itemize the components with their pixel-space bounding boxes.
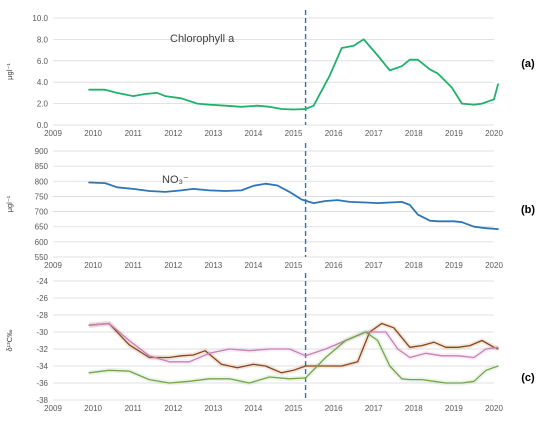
- series-line: [88, 38, 499, 111]
- x-tick-label: 2019: [445, 129, 463, 138]
- x-tick-label: 2010: [84, 261, 102, 270]
- y-tick-label: 600: [35, 238, 49, 247]
- x-tick-label: 2017: [365, 261, 383, 270]
- x-tick-label: 2010: [84, 404, 102, 413]
- x-tick-label: 2016: [325, 404, 343, 413]
- series-line: [88, 181, 499, 231]
- x-tick-label: 2014: [245, 261, 263, 270]
- x-tick-label: 2011: [125, 261, 143, 270]
- y-axis-label: μgl⁻¹: [5, 63, 14, 80]
- y-axis-label: δ¹³C‰: [5, 329, 14, 352]
- y-tick-label: 6.0: [37, 57, 49, 66]
- x-tick-label: 2018: [405, 261, 423, 270]
- y-tick-label: -32: [36, 345, 48, 354]
- y-tick-label: -30: [36, 328, 48, 337]
- series-line: [88, 331, 499, 384]
- x-tick-label: 2017: [365, 129, 383, 138]
- x-tick-label: 2013: [204, 404, 222, 413]
- chart-annotation: NO₃⁻: [162, 174, 189, 186]
- x-tick-label: 2012: [164, 261, 182, 270]
- y-tick-label: 750: [35, 192, 49, 201]
- x-tick-label: 2020: [485, 261, 503, 270]
- x-tick-label: 2015: [285, 129, 303, 138]
- x-tick-label: 2018: [405, 129, 423, 138]
- y-tick-label: 650: [35, 223, 49, 232]
- x-tick-label: 2011: [125, 404, 143, 413]
- panel-label: (b): [521, 204, 535, 216]
- x-tick-label: 2012: [164, 404, 182, 413]
- y-tick-label: -28: [36, 311, 48, 320]
- x-tick-label: 2020: [485, 129, 503, 138]
- x-tick-label: 2015: [285, 404, 303, 413]
- y-tick-label: 550: [35, 253, 49, 262]
- x-tick-label: 2013: [204, 129, 222, 138]
- chart-annotation: Chlorophyll a: [170, 33, 235, 45]
- x-tick-label: 2018: [405, 404, 423, 413]
- y-tick-label: 900: [35, 147, 49, 156]
- y-tick-label: 850: [35, 162, 49, 171]
- x-tick-label: 2014: [245, 404, 263, 413]
- x-tick-label: 2009: [44, 404, 62, 413]
- panel-label: (a): [521, 58, 535, 70]
- series-line: [88, 322, 499, 374]
- y-tick-label: 10.0: [32, 14, 48, 23]
- y-tick-label: -38: [36, 396, 48, 405]
- x-tick-label: 2013: [204, 261, 222, 270]
- y-tick-label: -34: [36, 362, 48, 371]
- x-tick-label: 2012: [164, 129, 182, 138]
- x-tick-label: 2009: [44, 129, 62, 138]
- y-tick-label: 700: [35, 208, 49, 217]
- x-tick-label: 2010: [84, 129, 102, 138]
- x-tick-label: 2016: [325, 129, 343, 138]
- y-tick-label: -24: [36, 277, 48, 286]
- x-tick-label: 2019: [445, 261, 463, 270]
- y-tick-label: 8.0: [37, 35, 49, 44]
- y-tick-label: 2.0: [37, 100, 49, 109]
- series-line: [88, 322, 499, 363]
- y-axis-label: μgl⁻¹: [5, 195, 14, 212]
- panel-label: (c): [521, 372, 535, 384]
- x-tick-label: 2009: [44, 261, 62, 270]
- x-tick-label: 2017: [365, 404, 383, 413]
- x-tick-label: 2020: [485, 404, 503, 413]
- y-tick-label: -36: [36, 379, 48, 388]
- y-tick-label: -26: [36, 294, 48, 303]
- x-tick-label: 2019: [445, 404, 463, 413]
- x-tick-label: 2015: [285, 261, 303, 270]
- x-tick-label: 2016: [325, 261, 343, 270]
- x-tick-label: 2014: [245, 129, 263, 138]
- x-tick-label: 2011: [125, 129, 143, 138]
- y-tick-label: 800: [35, 177, 49, 186]
- y-tick-label: 4.0: [37, 78, 49, 87]
- y-tick-label: 0.0: [37, 121, 49, 130]
